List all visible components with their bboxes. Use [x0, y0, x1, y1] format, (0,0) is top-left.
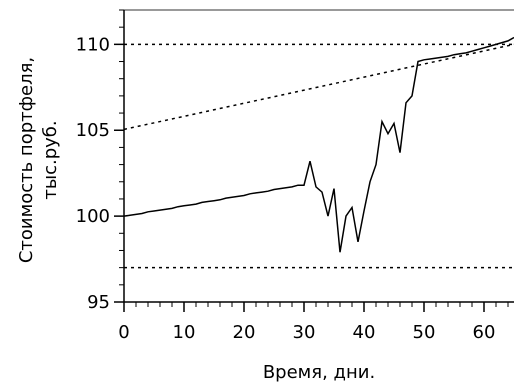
y-axis-title-line: Стоимость портфеля, [16, 57, 37, 263]
y-tick-label: 105 [76, 120, 110, 141]
x-axis-title: Время, дни. [263, 362, 375, 383]
y-tick-label: 95 [87, 292, 110, 313]
dotted-series-line-1 [123, 43, 514, 131]
x-tick-label: 50 [413, 322, 436, 343]
ticks: 0 10 20 30 40 50 60 95 100 105 110 [76, 9, 509, 343]
y-axis-title: Стоимость портфеля, тыс.руб. [16, 57, 61, 263]
x-tick-label: 30 [293, 322, 316, 343]
portfolio-value-line [123, 36, 514, 253]
y-tick-label: 100 [76, 206, 110, 227]
y-axis-title-line: тыс.руб. [40, 120, 61, 199]
y-tick-label: 110 [76, 34, 110, 55]
series-layer [123, 36, 514, 269]
x-tick-label: 60 [473, 322, 496, 343]
x-tick-label: 0 [118, 322, 129, 343]
x-tick-label: 20 [233, 322, 256, 343]
x-tick-label: 40 [353, 322, 376, 343]
axes [123, 9, 514, 303]
x-tick-label: 10 [173, 322, 196, 343]
